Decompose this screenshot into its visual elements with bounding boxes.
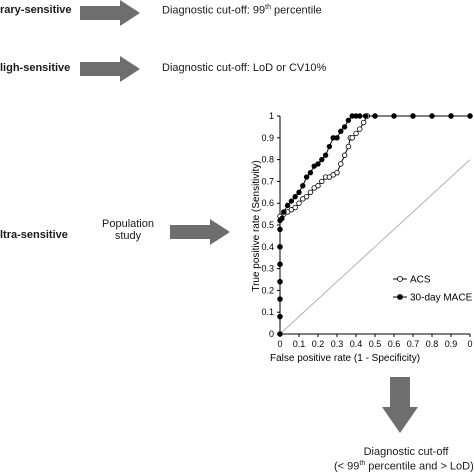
x-tick-label: 0.2 [312,339,325,349]
y-tick-label: 1 [269,111,274,121]
x-tick-label: 0.6 [388,339,401,349]
acs-point [296,200,302,206]
mace-point [279,215,285,222]
y-tick-label: 0 [269,329,274,339]
mace-point [281,209,287,215]
x-tick-label: 0.7 [407,339,420,349]
mace-point [296,189,302,195]
y-tick-label: 0.3 [261,264,274,274]
y-tick-label: 0.1 [261,307,274,317]
mace-point [315,161,321,167]
x-tick-label: 0.5 [369,339,382,349]
x-tick-label: 0 [277,339,282,349]
x-axis-label: False positive rate (1 - Specificity) [270,353,420,364]
reference-diagonal [279,159,471,335]
mace-point [357,113,363,119]
tier-label-ultra: ltra-sensitive [0,229,68,241]
mace-point [277,261,283,267]
legend-marker [397,294,403,300]
acs-point [341,152,348,158]
mace-point [467,113,473,119]
arrow-right-icon [80,0,140,26]
acs-point [353,130,359,137]
arrow-down-icon [382,377,418,433]
mace-point [322,152,329,158]
mace-point [284,202,291,209]
mace-point [334,135,340,141]
acs-point [303,193,310,200]
acs-point [315,183,321,189]
arrow-right-icon [170,219,230,245]
y-tick-label: 0.2 [261,285,274,295]
y-tick-label: 0.4 [261,242,274,252]
mace-point [277,331,283,337]
acs-point [338,161,344,167]
legend-marker [397,276,403,282]
acs-point [334,169,340,176]
population-study-label: Population study [102,218,154,242]
legend-entry: ACS [410,275,431,286]
mace-point [277,226,283,233]
arrow-right-icon [80,56,140,82]
mace-point [345,117,352,124]
mace-point [448,113,454,119]
mace-point [326,143,333,150]
x-tick-label: 0.3 [331,339,344,349]
x-tick-label: 0.4 [350,339,363,349]
mace-point [288,198,295,204]
mace-point [341,124,348,130]
x-tick-label: 0.9 [445,339,458,349]
acs-point [349,135,355,141]
mace-point [362,113,369,119]
cutoff-high: Diagnostic cut-off: LoD or CV10% [162,62,327,74]
mace-point [429,113,435,119]
legend-entry: 30-day MACE [410,293,473,304]
mace-point [300,183,306,189]
y-tick-label: 0.8 [261,155,274,165]
y-tick-label: 0.7 [261,176,274,186]
mace-point [391,113,397,119]
mace-point [277,296,283,302]
x-tick-label: 0.8 [426,339,439,349]
acs-point [345,143,352,150]
y-tick-label: 0.5 [261,220,274,230]
acs-point [357,126,363,132]
acs-point [292,204,298,211]
mace-point [303,174,310,180]
acs-point [319,178,325,185]
y-tick-label: 0.9 [261,133,274,143]
result-cutoff-line2: (< 99th percentile and > LoD) [334,460,474,473]
x-tick-label: 0 [467,339,472,349]
mace-point [307,169,314,176]
cutoff-contemporary: Diagnostic cut-off: 99th percentile [162,4,322,17]
mace-point [277,278,283,285]
y-tick-label: 0.6 [261,198,274,208]
acs-point [360,119,367,126]
mace-point [292,193,298,200]
tier-label-high: ligh-sensitive [0,62,71,74]
mace-point [319,156,325,163]
mace-point [372,113,378,119]
tier-label-contemporary: rary-sensitive [0,4,72,16]
x-tick-label: 0.1 [293,339,306,349]
result-cutoff-line1: Diagnostic cut-off [363,446,449,458]
y-axis-label: True positive rate (Sensitivity) [251,160,262,291]
acs-point [307,189,314,195]
mace-point [410,113,416,119]
mace-point [277,313,283,320]
mace-point [338,128,344,134]
mace-point [277,244,283,250]
